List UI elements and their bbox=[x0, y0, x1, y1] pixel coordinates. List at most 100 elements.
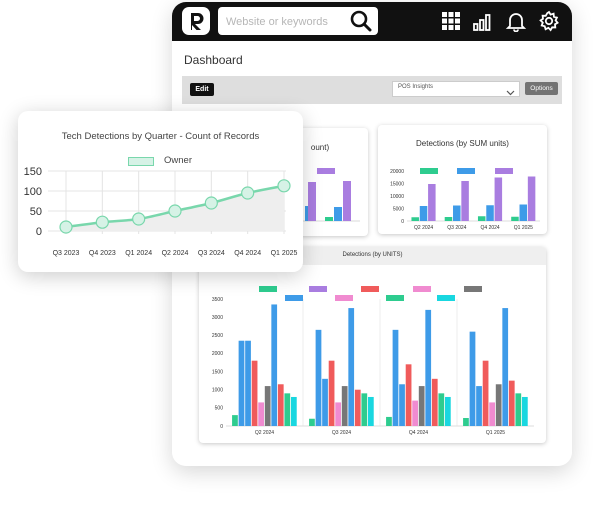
bar bbox=[315, 329, 322, 426]
line-chart: 0 50 100 150 Q3 2023 Q4 2023 Q1 2024 Q2 2024 Q3 … bbox=[24, 166, 298, 257]
y-tick-label: 100 bbox=[24, 186, 42, 198]
edit-button[interactable]: Edit bbox=[190, 83, 214, 96]
bar bbox=[367, 396, 374, 426]
search-icon[interactable] bbox=[349, 10, 373, 32]
x-tick-label: Q4 2024 bbox=[481, 225, 500, 231]
legend-swatch bbox=[437, 295, 455, 301]
search-box[interactable] bbox=[218, 7, 378, 35]
legend-swatch bbox=[309, 286, 327, 292]
legend-swatch bbox=[464, 286, 482, 292]
legend-swatch bbox=[413, 286, 431, 292]
bar bbox=[511, 216, 519, 221]
bar bbox=[322, 378, 328, 426]
units-chart-card: Detections (by UNITS) 0 500 1000 1500 2000 25… bbox=[199, 247, 546, 443]
y-tick-label: 3000 bbox=[212, 315, 223, 321]
gear-icon[interactable] bbox=[538, 10, 560, 32]
bar bbox=[277, 384, 284, 426]
bar bbox=[232, 415, 238, 426]
bar bbox=[431, 378, 438, 426]
bar bbox=[258, 402, 264, 426]
bar bbox=[425, 309, 432, 426]
bar bbox=[343, 181, 351, 221]
y-tick-label: 2000 bbox=[212, 351, 223, 357]
bar bbox=[476, 386, 482, 426]
bar bbox=[519, 204, 528, 221]
legend-swatch bbox=[361, 286, 379, 292]
x-tick-label: Q3 2024 bbox=[332, 430, 351, 436]
legend-swatch bbox=[317, 168, 335, 174]
legend-swatch bbox=[335, 295, 353, 301]
y-tick-label: 15000 bbox=[390, 181, 404, 187]
bar bbox=[341, 386, 348, 426]
bar bbox=[495, 384, 502, 426]
data-point bbox=[132, 212, 146, 226]
bar bbox=[361, 393, 368, 426]
data-point bbox=[277, 179, 291, 193]
x-tick-label: Q4 2024 bbox=[234, 250, 261, 257]
x-tick-label: Q2 2024 bbox=[255, 430, 274, 436]
chart-title: Tech Detections by Quarter - Count of Re… bbox=[61, 131, 260, 142]
x-tick-label: Q2 2024 bbox=[162, 250, 189, 257]
legend-swatch bbox=[495, 168, 513, 174]
bar bbox=[502, 308, 509, 426]
bar bbox=[461, 181, 469, 221]
area-fill bbox=[66, 185, 284, 231]
bar bbox=[238, 340, 245, 426]
bar bbox=[463, 418, 469, 426]
bar bbox=[438, 393, 445, 426]
bar bbox=[354, 389, 361, 426]
x-tick-label: Q1 2025 bbox=[271, 250, 298, 257]
bar bbox=[399, 384, 405, 426]
bell-icon[interactable] bbox=[505, 10, 527, 33]
legend-swatch bbox=[128, 157, 154, 166]
y-tick-label: 5000 bbox=[393, 206, 404, 212]
bar bbox=[489, 402, 495, 426]
bar bbox=[494, 177, 503, 221]
x-tick-label: Q1 2024 bbox=[125, 250, 152, 257]
bar bbox=[515, 393, 522, 426]
page-title: Dashboard bbox=[184, 53, 243, 67]
bar bbox=[308, 182, 316, 221]
x-tick-label: Q3 2024 bbox=[198, 250, 225, 257]
y-tick-label: 0 bbox=[36, 226, 42, 238]
bar bbox=[444, 217, 453, 221]
y-tick-label: 1500 bbox=[212, 369, 223, 375]
grid-icon[interactable] bbox=[440, 10, 462, 32]
x-tick-label: Q3 2024 bbox=[447, 225, 466, 231]
y-tick-label: 2500 bbox=[212, 333, 223, 339]
insights-select[interactable]: POS Insights bbox=[392, 81, 520, 97]
bar bbox=[386, 416, 392, 426]
bar bbox=[486, 205, 494, 221]
bar bbox=[508, 380, 515, 426]
bar bbox=[328, 360, 335, 426]
y-tick-label: 500 bbox=[215, 406, 224, 412]
logo-icon[interactable] bbox=[182, 7, 210, 35]
toolbar: Edit POS Insights Options bbox=[182, 76, 562, 104]
tech-detections-card: Tech Detections by Quarter - Count of Re… bbox=[18, 111, 303, 272]
bar bbox=[405, 364, 412, 426]
top-bar bbox=[172, 2, 572, 41]
signal-icon[interactable] bbox=[472, 10, 494, 32]
bar bbox=[392, 329, 399, 426]
bar bbox=[469, 331, 476, 426]
legend-label: Owner bbox=[164, 155, 192, 166]
select-value: POS Insights bbox=[398, 84, 434, 90]
bar bbox=[477, 216, 486, 221]
data-point bbox=[168, 204, 182, 218]
bar bbox=[428, 184, 436, 221]
bar bbox=[453, 205, 461, 221]
options-button[interactable]: Options bbox=[525, 82, 558, 95]
x-tick-label: Q1 2025 bbox=[486, 430, 505, 436]
bar bbox=[325, 217, 333, 221]
legend-swatch bbox=[420, 168, 438, 174]
bar bbox=[444, 396, 451, 426]
search-input[interactable] bbox=[224, 11, 346, 33]
bar bbox=[271, 304, 278, 426]
bar bbox=[412, 400, 418, 426]
x-tick-label: Q4 2023 bbox=[89, 250, 116, 257]
legend-swatch bbox=[259, 286, 277, 292]
sum-units-chart: 0 5000 10000 15000 20000 Q2 2024 Q3 2024 Q4 202… bbox=[390, 168, 540, 231]
data-point bbox=[241, 186, 255, 200]
bar bbox=[245, 340, 251, 426]
legend-swatch bbox=[457, 168, 475, 174]
